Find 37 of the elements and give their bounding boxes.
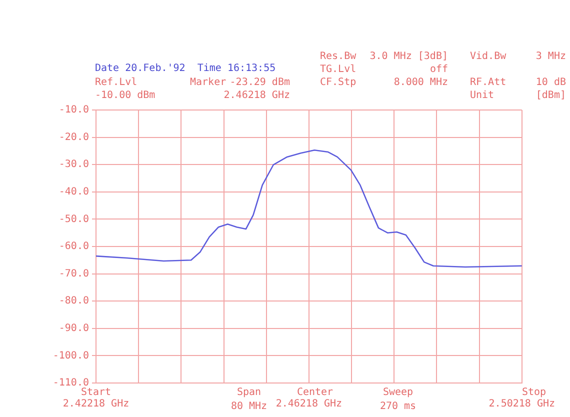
text: Date 20.Feb.'92 Time 16:13:55 (95, 62, 276, 76)
text: off (430, 63, 448, 77)
text: [dBm] (536, 89, 566, 103)
y-tick-label: -90.0 (58, 322, 89, 334)
y-tick-label: -50.0 (58, 214, 89, 225)
y-tick-label: -20.0 (58, 132, 89, 143)
text: -23.29 dBm (230, 76, 290, 90)
text: Unit (470, 89, 494, 103)
text: Span 80 MHz (230, 386, 268, 414)
y-tick-label: -80.0 (58, 296, 89, 307)
y-tick-label: -60.0 (58, 241, 89, 252)
text: TG.Lvl (320, 63, 356, 77)
text: Center (296, 386, 334, 399)
y-tick-label: -10.0 (58, 104, 89, 116)
text: CF.Stp (320, 76, 356, 90)
text: 3 MHz (536, 50, 566, 64)
text: Stop (522, 386, 546, 399)
text: Marker (190, 76, 226, 90)
text: -10.00 dBm (95, 89, 156, 103)
text: Start (80, 386, 112, 399)
x-tick-label: 2.46218 GHz (276, 398, 342, 410)
y-tick-label: -30.0 (58, 159, 89, 170)
text: 3.0 MHz [3dB] (370, 50, 448, 64)
x-tick-label: 2.42218 GHz (62, 398, 130, 410)
text: Ref.Lvl (95, 76, 138, 90)
text: 2.46218 GHz (224, 89, 290, 103)
text: Sweep 270 ms (380, 386, 416, 414)
text: Res.Bw (320, 50, 356, 64)
text: 10 dB (536, 76, 566, 90)
y-tick-label: -110.0 (52, 378, 89, 389)
text: Vid.Bw (470, 50, 506, 64)
y-tick-label: -40.0 (58, 186, 89, 198)
y-tick-label: -70.0 (58, 268, 89, 280)
y-tick-label: -100.0 (52, 350, 89, 362)
x-tick-label: 2.50218 GHz (488, 398, 556, 410)
text: 8.000 MHz (394, 76, 448, 90)
text: RF.Att (470, 76, 506, 90)
